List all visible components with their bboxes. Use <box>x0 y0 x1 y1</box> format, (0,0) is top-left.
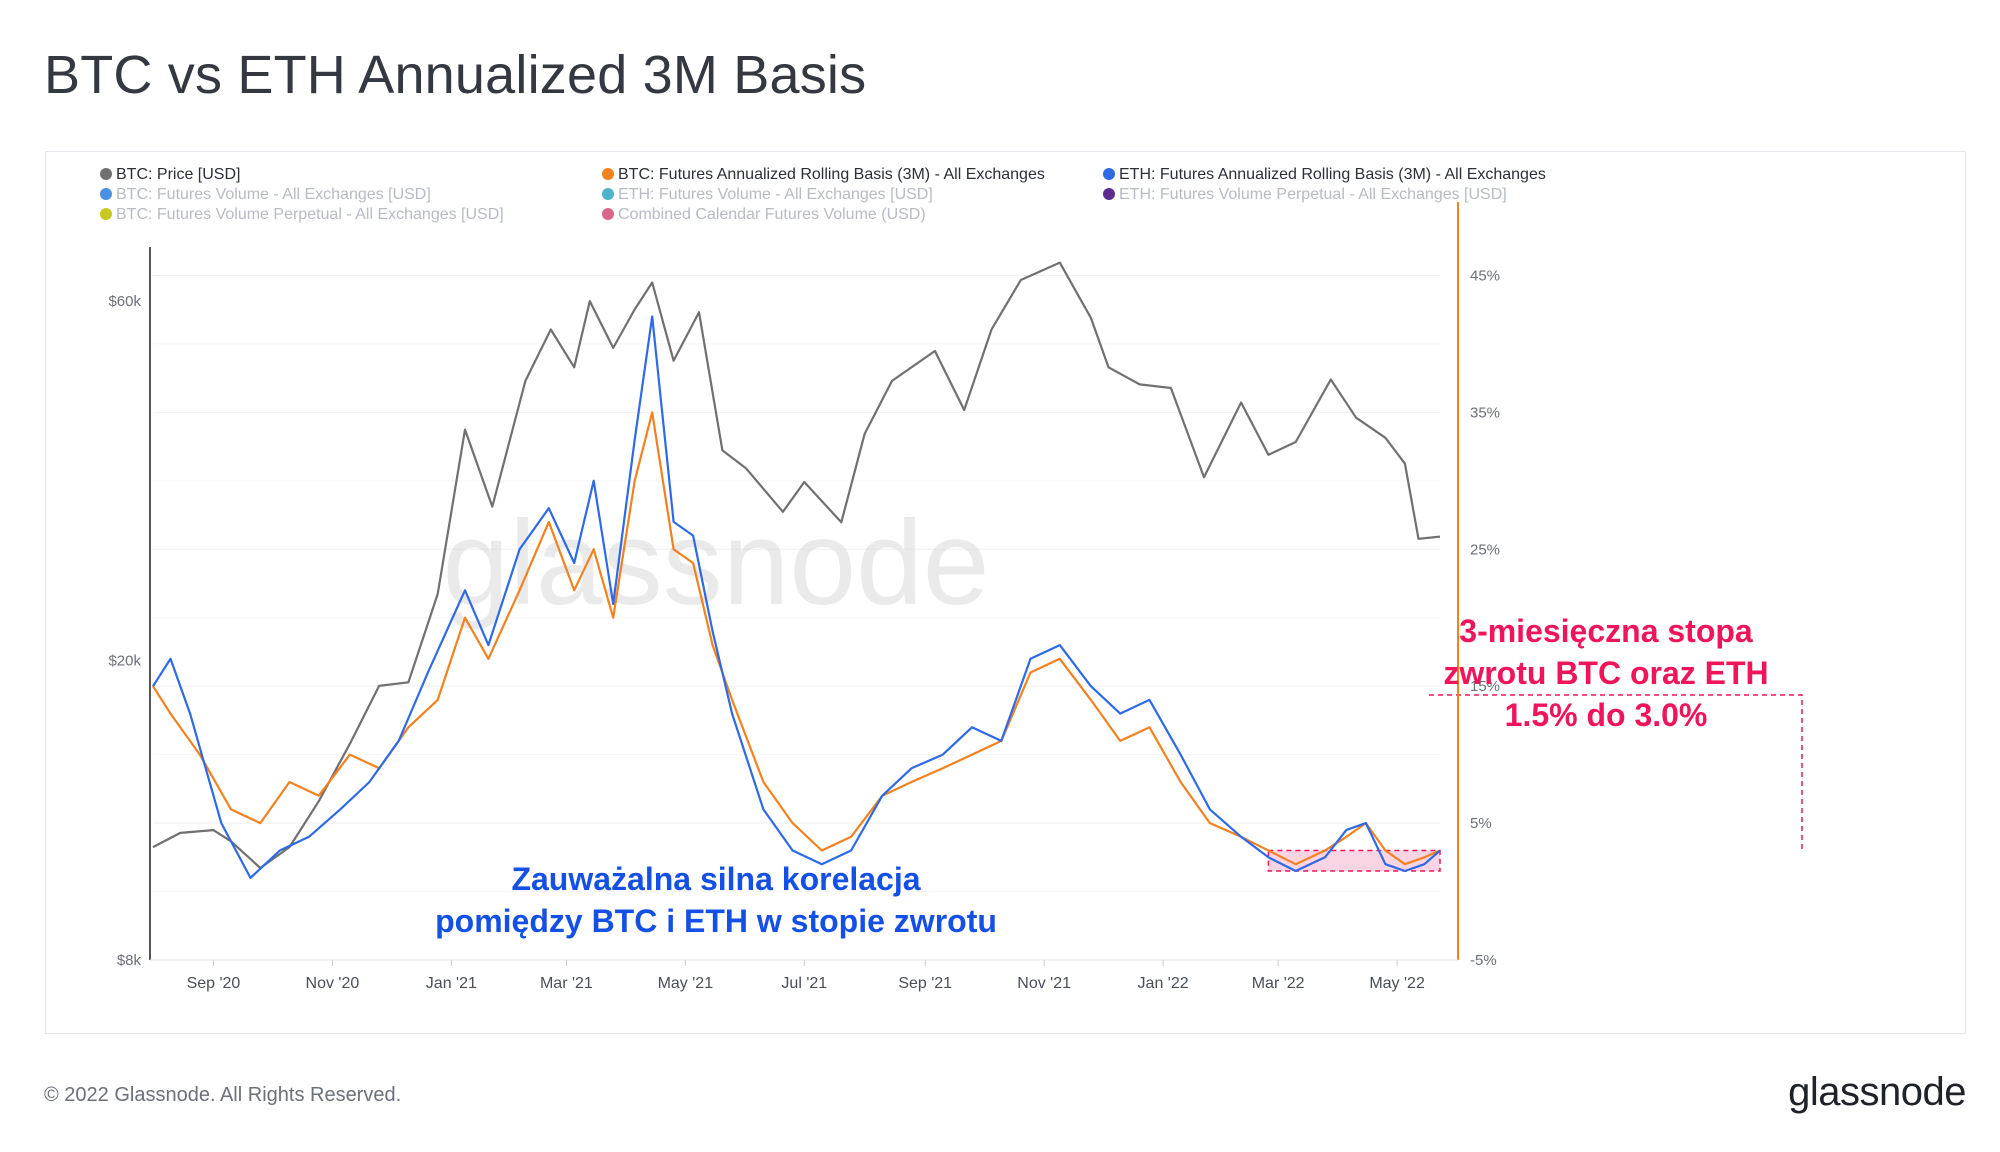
x-tick-label: May '21 <box>658 975 714 992</box>
left-tick-label: $8k <box>117 952 142 969</box>
annotations: Zauważalna silna korelacja pomiędzy BTC … <box>435 613 1769 939</box>
legend-label: BTC: Futures Volume - All Exchanges [USD… <box>116 186 431 203</box>
annotation-left-line2: pomiędzy BTC i ETH w stopie zwrotu <box>435 903 997 939</box>
x-tick-label: Mar '22 <box>1252 975 1305 992</box>
x-tick-label: Sep '21 <box>898 975 952 992</box>
legend-marker <box>602 208 614 220</box>
watermark-text: glassnode <box>442 496 989 630</box>
watermark: glassnode <box>442 496 989 630</box>
annotation-connector <box>1429 694 1803 851</box>
x-tick-label: Jul '21 <box>781 975 827 992</box>
legend-label: BTC: Futures Annualized Rolling Basis (3… <box>618 166 1045 183</box>
annotation-right-line2: zwrotu BTC oraz ETH <box>1443 655 1768 691</box>
right-tick-label: 25% <box>1470 541 1500 558</box>
legend-marker <box>602 168 614 180</box>
footer-copyright: © 2022 Glassnode. All Rights Reserved. <box>44 1084 402 1106</box>
legend-label: BTC: Price [USD] <box>116 166 240 183</box>
x-tick-label: Nov '20 <box>306 975 360 992</box>
legend-marker <box>100 188 112 200</box>
series-line-0 <box>152 261 1441 870</box>
legend-label: ETH: Futures Volume Perpetual - All Exch… <box>1119 186 1507 203</box>
series-lines <box>152 261 1441 879</box>
legend-label: BTC: Futures Volume Perpetual - All Exch… <box>116 206 504 223</box>
x-tick-label: Sep '20 <box>187 975 241 992</box>
chart-svg: BTC: Price [USD] BTC: Futures Annualized … <box>100 166 1803 992</box>
legend: BTC: Price [USD] BTC: Futures Annualized … <box>100 166 1546 223</box>
legend-marker <box>1103 188 1115 200</box>
right-tick-label: 35% <box>1470 404 1500 421</box>
legend-label: ETH: Futures Volume - All Exchanges [USD… <box>618 186 933 203</box>
series-line-2 <box>152 315 1441 879</box>
legend-marker <box>100 168 112 180</box>
legend-marker <box>602 188 614 200</box>
chart-panel: BTC: Price [USD] BTC: Futures Annualized … <box>45 151 1966 1034</box>
right-tick-label: 45% <box>1470 267 1500 284</box>
legend-marker <box>100 208 112 220</box>
x-tick-label: Jan '21 <box>426 975 477 992</box>
annotation-left-line1: Zauważalna silna korelacja <box>511 861 920 897</box>
left-tick-label: $20k <box>108 652 141 669</box>
legend-label: ETH: Futures Annualized Rolling Basis (3… <box>1119 166 1546 183</box>
legend-marker <box>1103 168 1115 180</box>
glassnode-logo: glassnode <box>1788 1070 1966 1114</box>
legend-label: Combined Calendar Futures Volume (USD) <box>618 206 926 223</box>
right-tick-label: 15% <box>1470 678 1500 695</box>
x-tick-label: May '22 <box>1369 975 1425 992</box>
x-tick-label: Mar '21 <box>540 975 593 992</box>
highlight-band <box>1267 694 1803 872</box>
x-tick-label: Nov '21 <box>1017 975 1071 992</box>
right-tick-label: -5% <box>1470 952 1497 969</box>
annotation-right-line3: 1.5% do 3.0% <box>1505 697 1708 733</box>
right-tick-label: 5% <box>1470 815 1492 832</box>
series-line-1 <box>152 411 1441 866</box>
annotation-right-line1: 3-miesięczna stopa <box>1459 613 1753 649</box>
axes: $8k $20k $60k -5% 5% 15% 25% 35% 45% Sep '20 Nov '… <box>108 202 1500 992</box>
highlight-rect <box>1267 849 1441 872</box>
left-tick-label: $60k <box>108 293 141 310</box>
x-tick-label: Jan '22 <box>1138 975 1189 992</box>
gridlines <box>153 274 1440 961</box>
page-title: BTC vs ETH Annualized 3M Basis <box>44 45 867 105</box>
